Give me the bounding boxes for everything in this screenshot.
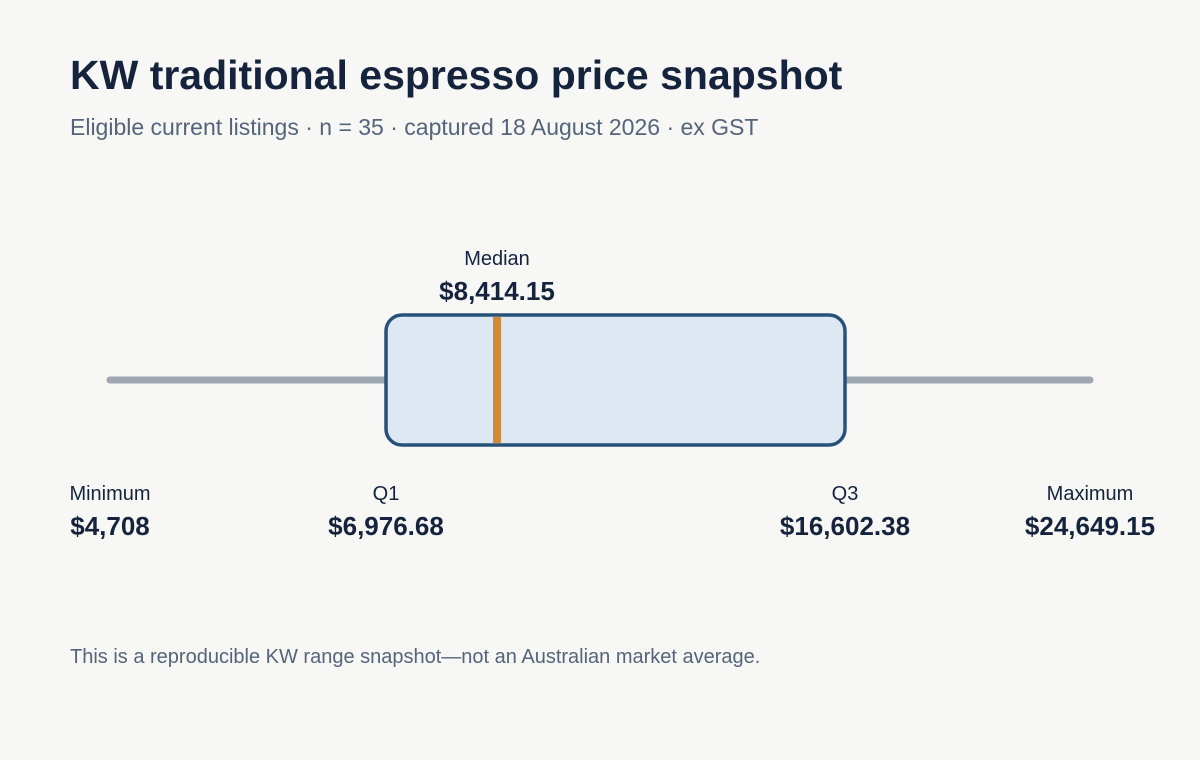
iqr-box	[384, 313, 847, 447]
min-label-name: Minimum	[69, 483, 150, 505]
median-label-value: $8,414.15	[439, 276, 555, 306]
chart-title: KW traditional espresso price snapshot	[70, 52, 843, 98]
footnote: This is a reproducible KW range snapshot…	[70, 646, 761, 668]
min-label-value: $4,708	[70, 511, 150, 541]
max-label-value: $24,649.15	[1025, 511, 1155, 541]
q1-label-name: Q1	[373, 483, 400, 505]
q1-label-value: $6,976.68	[328, 511, 444, 541]
q3-label-name: Q3	[832, 483, 859, 505]
chart-subtitle: Eligible current listings · n = 35 · cap…	[70, 114, 759, 140]
max-label-name: Maximum	[1047, 483, 1134, 505]
q3-label-value: $16,602.38	[780, 511, 910, 541]
median-label-name: Median	[464, 248, 530, 270]
